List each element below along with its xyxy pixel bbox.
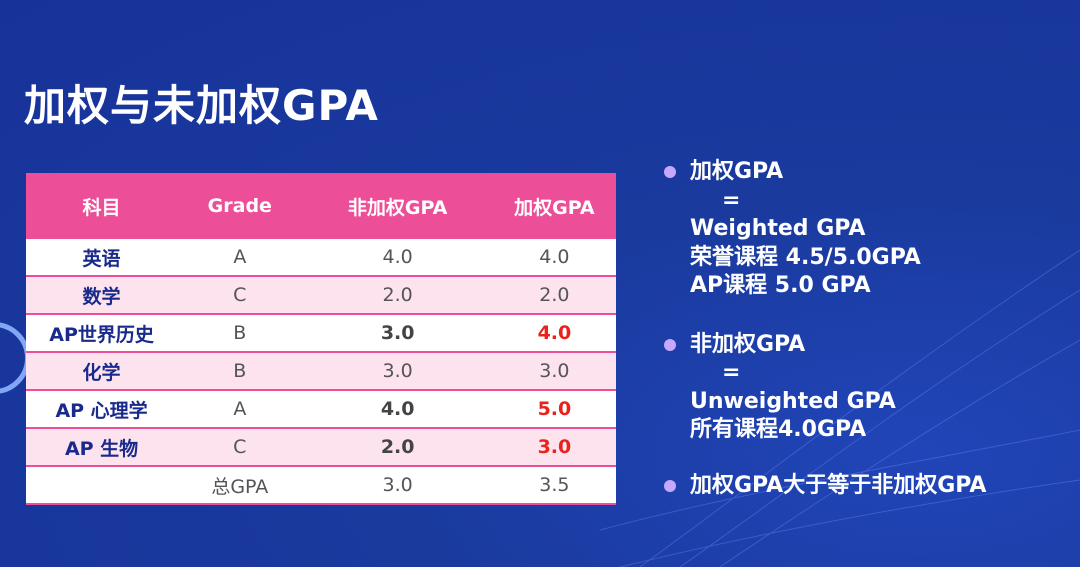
unweighted-cell: 4.0: [302, 239, 493, 277]
weighted-cell: 3.0: [492, 352, 616, 391]
subject-cell: AP世界历史: [26, 314, 178, 353]
unweighted-cell: 4.0: [302, 390, 493, 429]
page-title: 加权与未加权GPA: [24, 81, 379, 130]
note-heading: 加权GPA: [690, 159, 784, 184]
unweighted-cell: 2.0: [302, 276, 493, 315]
bullet-dot-icon: [664, 338, 676, 351]
note-heading: 加权GPA大于等于非加权GPA: [690, 472, 987, 498]
header-subject: 科目: [26, 173, 178, 239]
note-comparison: 加权GPA大于等于非加权GPA: [664, 472, 1064, 501]
table-row: 化学 B 3.0 3.0: [26, 352, 616, 391]
note-weighted-gpa: 加权GPA = Weighted GPA 荣誉课程 4.5/5.0GPA AP课…: [664, 158, 1064, 301]
subject-cell: 数学: [26, 276, 178, 315]
weighted-cell: 2.0: [492, 276, 616, 315]
note-unweighted-gpa: 非加权GPA = Unweighted GPA 所有课程4.0GPA: [664, 331, 1064, 445]
note-line: Weighted GPA: [690, 216, 866, 241]
total-weighted-cell: 3.5: [492, 466, 616, 505]
table-row: AP世界历史 B 3.0 4.0: [26, 314, 616, 353]
note-line: 荣誉课程 4.5/5.0GPA: [690, 244, 921, 270]
weighted-cell: 5.0: [492, 390, 616, 429]
subject-cell: 化学: [26, 352, 178, 391]
table-row: AP 生物 C 2.0 3.0: [26, 428, 616, 467]
subject-cell: AP 心理学: [26, 390, 178, 429]
decorative-lines: [600, 249, 1080, 567]
table-header-row: 科目 Grade 非加权GPA 加权GPA: [26, 173, 616, 239]
header-grade: Grade: [177, 173, 303, 239]
weighted-cell: 4.0: [492, 239, 616, 277]
unweighted-cell: 3.0: [302, 352, 493, 391]
table-row: AP 心理学 A 4.0 5.0: [26, 390, 616, 429]
note-line: Unweighted GPA: [690, 388, 896, 414]
notes-list: 加权GPA = Weighted GPA 荣誉课程 4.5/5.0GPA AP课…: [664, 158, 1064, 500]
equals-sign: =: [722, 187, 741, 213]
grade-cell: A: [177, 239, 303, 277]
grade-cell: B: [177, 314, 303, 353]
grade-cell: C: [177, 276, 303, 315]
bullet-dot-icon: [664, 166, 676, 178]
gpa-table: 科目 Grade 非加权GPA 加权GPA 英语 A 4.0 4.0 数学 C …: [26, 173, 616, 505]
weighted-cell: 3.0: [492, 428, 616, 467]
weighted-cell: 4.0: [492, 314, 616, 353]
grade-cell: B: [177, 352, 303, 391]
note-heading: 非加权GPA: [690, 331, 806, 357]
total-unweighted-cell: 3.0: [302, 466, 493, 505]
subject-cell: [26, 466, 178, 505]
table-total-row: 总GPA 3.0 3.5: [26, 466, 616, 505]
header-unweighted-gpa: 非加权GPA: [302, 173, 493, 239]
note-line: 所有课程4.0GPA: [690, 417, 867, 442]
bullet-dot-icon: [664, 479, 676, 492]
header-weighted-gpa: 加权GPA: [492, 173, 616, 239]
grade-cell: A: [177, 390, 303, 429]
unweighted-cell: 2.0: [302, 428, 493, 467]
note-line: AP课程 5.0 GPA: [690, 273, 871, 298]
grade-cell: C: [177, 428, 303, 467]
table-row: 英语 A 4.0 4.0: [26, 239, 616, 277]
table-row: 数学 C 2.0 2.0: [26, 276, 616, 315]
subject-cell: 英语: [26, 239, 178, 277]
equals-sign: =: [722, 360, 741, 385]
total-label-cell: 总GPA: [177, 466, 303, 505]
subject-cell: AP 生物: [26, 428, 178, 467]
unweighted-cell: 3.0: [302, 314, 493, 353]
